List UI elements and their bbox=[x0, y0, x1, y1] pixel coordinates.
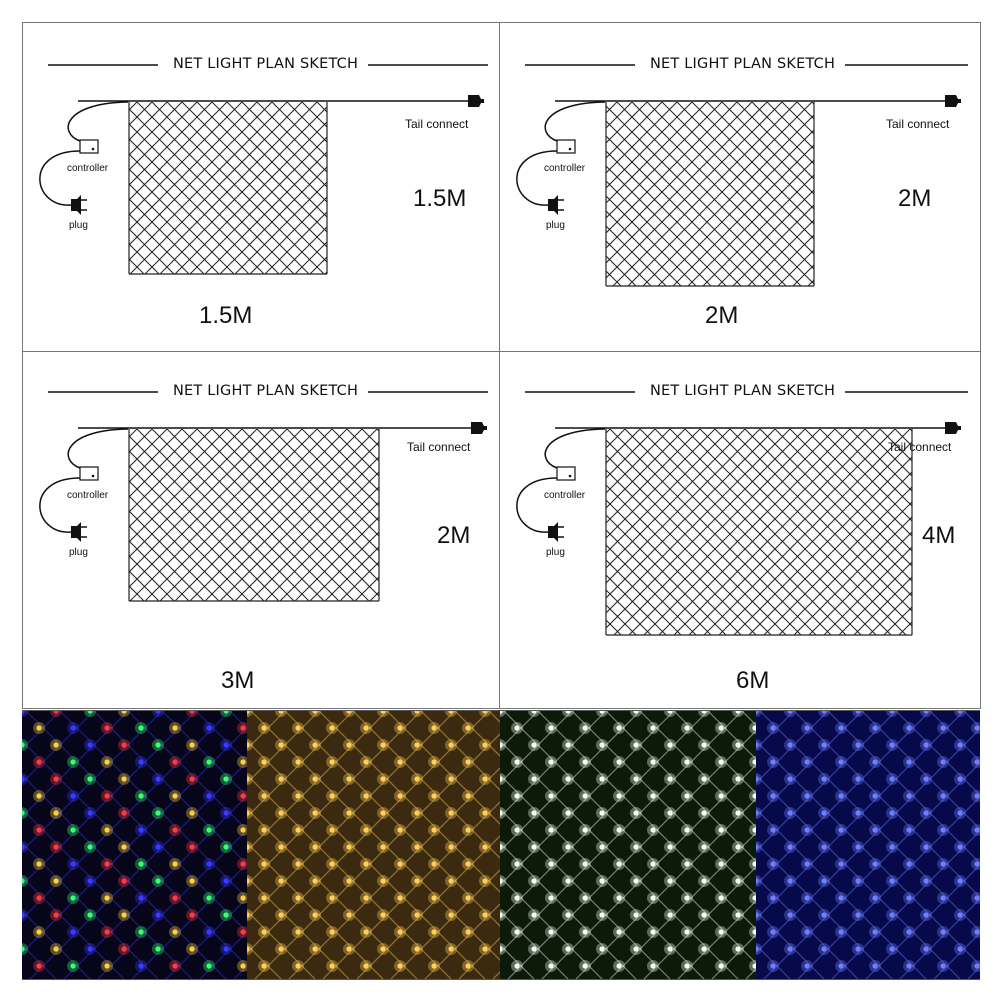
net-grid-4 bbox=[605, 429, 913, 636]
controller-icon bbox=[556, 139, 576, 154]
blue-net-illustration bbox=[756, 711, 980, 979]
plug-label: plug bbox=[546, 220, 565, 231]
net-grid-1 bbox=[128, 102, 328, 275]
warm-white-net-illustration bbox=[247, 711, 500, 979]
plug-socket-icon bbox=[945, 95, 961, 107]
plug-icon bbox=[71, 195, 81, 215]
height-dimension: 2M bbox=[437, 522, 471, 549]
width-dimension: 3M bbox=[221, 667, 255, 694]
width-dimension: 2M bbox=[705, 302, 739, 329]
sketch-title: NET LIGHT PLAN SKETCH bbox=[173, 56, 359, 72]
controller-label: controller bbox=[544, 163, 586, 174]
controller-icon bbox=[79, 139, 99, 154]
height-dimension: 4M bbox=[922, 522, 956, 549]
plug-icon bbox=[548, 522, 558, 542]
controller-icon bbox=[556, 466, 576, 481]
height-dimension: 2M bbox=[898, 185, 932, 212]
height-dimension: 1.5M bbox=[413, 185, 467, 212]
sketch-panel-3: NET LIGHT PLAN SKETCH Tail connect contr… bbox=[22, 351, 500, 709]
plug-label: plug bbox=[69, 547, 88, 558]
plug-icon bbox=[548, 195, 558, 215]
net-grid-3 bbox=[128, 429, 380, 602]
multicolor-net-illustration bbox=[22, 711, 247, 979]
plug-socket-icon bbox=[945, 422, 961, 434]
multicolor-net-photo bbox=[22, 710, 247, 980]
plug-socket-icon bbox=[471, 422, 487, 434]
controller-label: controller bbox=[544, 490, 586, 501]
width-dimension: 1.5M bbox=[199, 302, 253, 329]
tail-connect-label: Tail connect bbox=[407, 440, 471, 454]
controller-label: controller bbox=[67, 163, 109, 174]
sketch-drawing-1 bbox=[39, 64, 488, 275]
warm-white-net-photo bbox=[247, 710, 500, 980]
blue-net-photo bbox=[756, 710, 980, 980]
sketch-title: NET LIGHT PLAN SKETCH bbox=[650, 383, 836, 399]
plug-label: plug bbox=[69, 220, 88, 231]
net-grid-2 bbox=[605, 102, 815, 287]
tail-connect-label: Tail connect bbox=[405, 117, 469, 131]
sketch-panel-2: NET LIGHT PLAN SKETCH Tail connect contr… bbox=[499, 22, 981, 352]
sketch-drawing-2 bbox=[516, 64, 968, 287]
tail-connect-label: Tail connect bbox=[888, 440, 952, 454]
tail-connect-label: Tail connect bbox=[886, 117, 950, 131]
sketch-drawing-3 bbox=[39, 391, 488, 602]
plug-icon bbox=[71, 522, 81, 542]
sketch-title: NET LIGHT PLAN SKETCH bbox=[173, 383, 359, 399]
sketch-title: NET LIGHT PLAN SKETCH bbox=[650, 56, 836, 72]
width-dimension: 6M bbox=[736, 667, 770, 694]
sketch-drawing-4 bbox=[516, 391, 968, 636]
plug-socket-icon bbox=[468, 95, 484, 107]
controller-label: controller bbox=[67, 490, 109, 501]
cool-white-net-photo bbox=[500, 710, 756, 980]
sketch-panel-4: NET LIGHT PLAN SKETCH Tail connect contr… bbox=[499, 351, 981, 709]
cool-white-net-illustration bbox=[500, 711, 756, 979]
sketch-panel-1: NET LIGHT PLAN SKETCH Tail connect contr… bbox=[22, 22, 500, 352]
plug-label: plug bbox=[546, 547, 565, 558]
controller-icon bbox=[79, 466, 99, 481]
